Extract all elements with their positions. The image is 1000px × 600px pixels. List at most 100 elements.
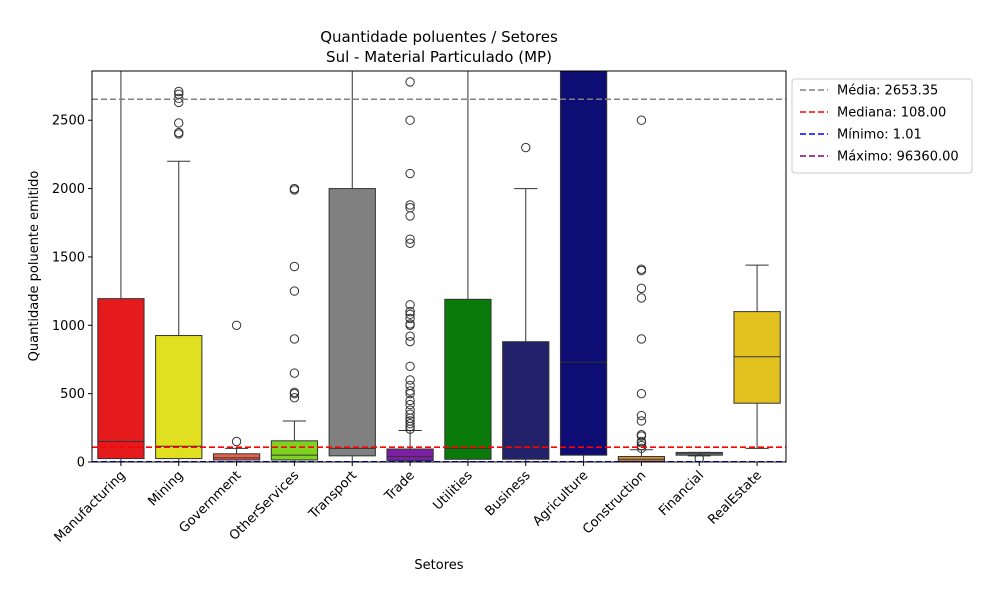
box-group — [97, 71, 145, 462]
outlier-point — [636, 410, 647, 421]
box-iqr — [270, 440, 319, 461]
box-group — [386, 77, 434, 462]
y-tick-label: 1000 — [52, 319, 85, 334]
box-iqr — [97, 298, 145, 460]
box-group — [270, 183, 319, 462]
outlier-point — [694, 453, 704, 462]
outlier-point — [174, 118, 184, 128]
box-iqr — [502, 341, 550, 460]
outlier-point — [636, 436, 647, 447]
outlier-point — [636, 283, 647, 294]
y-tick-label: 2500 — [52, 114, 85, 129]
y-tick-label: 500 — [60, 387, 85, 402]
outlier-point — [405, 77, 415, 87]
box-group — [675, 451, 723, 462]
y-tick-label: 1500 — [52, 250, 85, 265]
box-iqr — [559, 71, 608, 456]
x-tick-label: Trade — [381, 468, 417, 504]
outlier-point — [405, 168, 415, 179]
outlier-point — [405, 399, 415, 410]
legend: Média: 2653.35 Mediana: 108.00 Mínimo: 1.0… — [791, 78, 973, 174]
outlier-point — [405, 419, 415, 429]
outlier-point — [636, 115, 647, 125]
box-group — [733, 264, 781, 449]
outlier-point — [289, 286, 300, 296]
outlier-point — [405, 336, 415, 347]
legend-box — [791, 78, 973, 174]
outlier-point — [289, 387, 300, 397]
outlier-point — [289, 183, 300, 194]
outlier-point — [405, 416, 415, 426]
outlier-point — [636, 443, 647, 454]
y-axis-label: Quantidade poluente emitido — [27, 171, 42, 362]
outlier-point — [174, 93, 184, 104]
x-tick-label: Utilities — [431, 468, 476, 513]
outlier-point — [405, 300, 415, 310]
legend-label: Mínimo: 1.01 — [837, 128, 922, 143]
outlier-point — [405, 409, 415, 419]
y-tick-label: 2000 — [52, 182, 85, 197]
outlier-point — [405, 405, 415, 415]
outlier-point — [289, 261, 300, 272]
outlier-point — [405, 375, 415, 385]
outlier-point — [636, 264, 647, 274]
box-iqr — [444, 298, 492, 460]
box-group — [212, 320, 261, 462]
outlier-point — [405, 380, 415, 391]
box-iqr — [212, 453, 261, 461]
outlier-point — [231, 436, 242, 447]
box-group — [559, 71, 608, 462]
box-group — [444, 71, 492, 462]
outlier-point — [405, 319, 415, 329]
outlier-point — [636, 429, 647, 440]
outlier-point — [174, 127, 184, 138]
x-tick-label: Mining — [145, 468, 186, 509]
box-group — [328, 71, 376, 462]
outlier-point — [289, 368, 300, 378]
box-iqr — [386, 448, 434, 462]
x-tick-label: Business — [482, 468, 533, 519]
x-tick-label: Agriculture — [530, 468, 591, 529]
outlier-point — [521, 142, 531, 153]
box-iqr — [733, 311, 781, 404]
outlier-point — [405, 115, 415, 125]
outlier-point — [405, 200, 415, 210]
legend-label: Máximo: 96360.00 — [837, 150, 959, 165]
outlier-point — [405, 238, 415, 248]
outlier-point — [174, 89, 184, 99]
outlier-point — [636, 416, 647, 426]
outlier-point — [231, 320, 242, 330]
outlier-point — [405, 361, 415, 372]
box-group — [502, 142, 550, 462]
x-tick-label: RealEstate — [705, 468, 765, 528]
x-axis-label: Setores — [414, 558, 463, 573]
outlier-point — [174, 86, 184, 97]
outlier-point — [636, 388, 647, 399]
outlier-point — [405, 386, 415, 396]
box-iqr — [328, 188, 376, 457]
plot-content — [92, 71, 786, 462]
outlier-point — [405, 331, 415, 341]
y-tick-label: 0 — [77, 456, 85, 471]
outlier-point — [405, 395, 415, 406]
plot-frame — [91, 70, 787, 463]
outlier-point — [636, 334, 647, 344]
box-group — [617, 115, 666, 462]
outlier-point — [405, 313, 415, 324]
outlier-point — [405, 211, 415, 221]
x-tick-label: Financial — [656, 468, 707, 519]
outlier-point — [636, 293, 647, 303]
outlier-point — [405, 234, 415, 244]
box-iqr — [155, 335, 203, 460]
outlier-point — [405, 306, 415, 317]
outlier-point — [289, 334, 300, 344]
box-group — [155, 86, 203, 462]
outlier-point — [289, 393, 300, 403]
outlier-point — [405, 203, 415, 213]
chart-title: Quantidade poluentes / Setores — [320, 28, 558, 46]
outlier-point — [636, 440, 647, 451]
x-tick-label: Manufacturing — [52, 468, 129, 545]
legend-label: Média: 2653.35 — [837, 84, 938, 99]
